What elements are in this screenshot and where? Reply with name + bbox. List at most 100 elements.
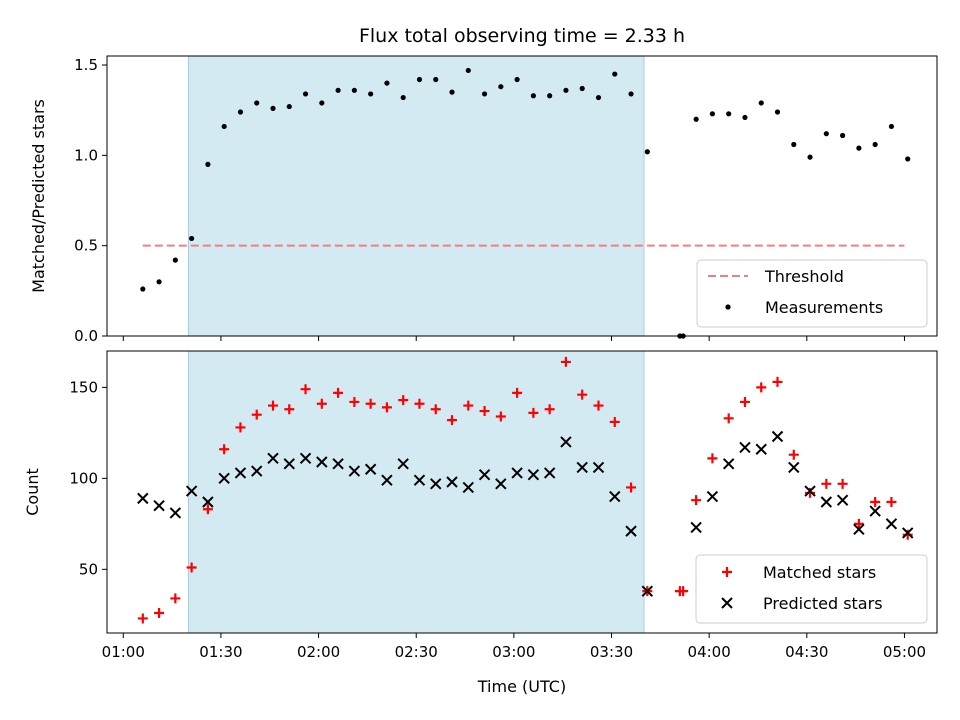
matched-star-point: [512, 387, 523, 398]
matched-star-point: [479, 406, 490, 417]
predicted-star-point: [885, 518, 898, 530]
measurement-point: [368, 91, 374, 97]
x-tick-label: 02:00: [297, 643, 340, 661]
measurement-point: [726, 111, 732, 117]
predicted-star-point: [804, 485, 816, 497]
matched-star-point: [577, 389, 588, 400]
predicted-star-point: [869, 505, 881, 517]
measurement-point: [709, 111, 716, 117]
predicted-star-point: [316, 456, 328, 468]
chart-title: Flux total observing time = 2.33 h: [359, 25, 685, 47]
predicted-star-point: [251, 465, 263, 477]
matched-star-point: [756, 382, 767, 393]
predicted-star-point: [381, 474, 393, 486]
measurement-point: [856, 145, 862, 151]
matched-star-point: [300, 384, 311, 395]
predicted-star-point: [820, 496, 833, 508]
predicted-star-point: [788, 461, 800, 474]
measurement-point: [693, 116, 699, 122]
measurement-point: [530, 93, 536, 99]
matched-star-point: [853, 518, 864, 529]
measurement-point: [888, 123, 895, 130]
predicted-star-point: [348, 465, 361, 477]
matched-star-point: [414, 398, 425, 409]
matched-star-point: [691, 495, 702, 506]
matched-star-point: [137, 613, 148, 624]
matched-star-point: [739, 396, 750, 407]
measurement-point: [416, 76, 423, 83]
matched-star-point: [528, 407, 539, 418]
legend-measurement-swatch: [725, 304, 731, 310]
bottom-panel: 50 100 150 01:00 01:30 02:00 02:30 03:00 03:30 04…: [23, 350, 938, 696]
predicted-star-point: [185, 485, 198, 497]
measurement-point: [481, 91, 488, 97]
matched-star-point: [870, 497, 881, 508]
predicted-star-point: [495, 478, 507, 490]
measurement-point: [872, 141, 878, 148]
measurement-point: [400, 94, 406, 101]
legend-threshold-label: Threshold: [764, 267, 844, 286]
y-axis-label: Count: [23, 468, 42, 516]
predicted-star-point: [543, 467, 556, 479]
matched-star-point: [154, 607, 165, 618]
axes-frame: [106, 350, 938, 634]
measurement-point: [286, 103, 292, 110]
y-tick-label: 0.5: [74, 237, 98, 255]
legend: Threshold Measurements: [696, 259, 928, 328]
predicted-star-point: [283, 458, 295, 470]
predicted-star-point: [527, 469, 540, 481]
matched-star-point: [235, 422, 246, 433]
predicted-star-point: [478, 469, 491, 481]
legend-measurement-label: Measurements: [765, 298, 883, 317]
measurement-point: [612, 71, 618, 77]
matched-star-point: [805, 487, 816, 498]
predicted-star-point: [560, 436, 572, 448]
predicted-star-point: [592, 461, 605, 474]
matched-star-point: [186, 562, 197, 573]
predicted-star-point: [625, 525, 637, 537]
predicted-star-point: [755, 443, 767, 455]
predicted-star-point: [739, 441, 751, 454]
axes-frame: [106, 55, 938, 337]
measurement-point: [547, 93, 553, 99]
predicted-star-point: [169, 507, 182, 519]
predicted-star-point: [413, 474, 426, 486]
predicted-star-point: [446, 476, 458, 488]
legend-predicted-swatch: [721, 597, 733, 609]
shaded-span: [187, 55, 645, 337]
measurement-point: [221, 123, 227, 130]
predicted-star-point: [332, 458, 344, 470]
x-tick-label: 05:00: [883, 643, 926, 661]
measurement-point: [254, 100, 260, 106]
matched-star-point: [609, 416, 620, 427]
legend-matched-swatch: [722, 567, 732, 577]
predicted-star-point: [690, 521, 702, 534]
y-tick-label: 0.0: [74, 327, 98, 345]
predicted-star-point: [609, 490, 621, 503]
matched-star-point: [678, 586, 689, 597]
measurement-point: [595, 94, 602, 101]
matched-star-point: [430, 404, 441, 415]
measurement-point: [140, 286, 146, 292]
measurement-point: [205, 161, 211, 167]
measurement-point: [156, 279, 162, 285]
measurement-point: [465, 67, 471, 74]
measurement-point: [905, 156, 911, 162]
predicted-star-point: [299, 452, 312, 465]
predicted-star-point: [430, 478, 442, 490]
measurement-point: [563, 87, 569, 93]
legend-box: [695, 554, 928, 624]
measurement-point: [319, 100, 325, 106]
x-tick-label: 04:30: [785, 643, 828, 661]
x-tick-label: 02:30: [395, 643, 438, 661]
matched-star-point: [821, 478, 832, 489]
matched-star-point: [886, 497, 897, 508]
matched-star-point: [219, 444, 230, 455]
measurement-point: [335, 87, 341, 93]
measurement-point: [449, 89, 455, 95]
y-tick-label: 150: [69, 378, 98, 396]
matched-star-point: [593, 400, 604, 411]
shaded-span: [187, 350, 645, 634]
matched-star-point: [788, 449, 799, 460]
